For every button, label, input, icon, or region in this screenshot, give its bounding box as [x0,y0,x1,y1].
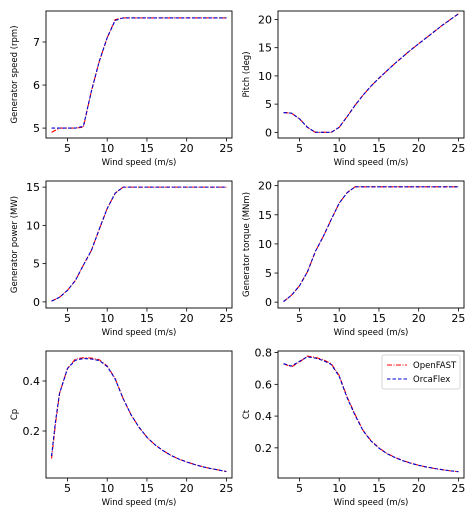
x-tick-label: 20 [180,482,194,495]
y-tick-label: 0.6 [255,378,273,391]
y-tick-label: 15 [258,42,272,55]
x-tick-label: 10 [100,312,114,325]
y-tick-label: 5 [265,98,272,111]
x-tick-label: 5 [296,142,303,155]
y-axis-label: Ct [242,409,252,419]
y-tick-label: 0.8 [255,347,273,360]
y-tick-label: 0 [265,296,272,309]
y-axis-label: Pitch (deg) [242,51,252,97]
y-tick-label: 7 [33,36,40,49]
series-line-orcaflex [283,356,459,473]
x-tick-label: 20 [412,482,426,495]
x-tick-label: 25 [451,142,465,155]
y-tick-label: 0.2 [255,442,273,455]
series-line-openfast [51,17,227,133]
x-tick-label: 10 [100,142,114,155]
x-tick-label: 10 [332,312,346,325]
x-tick-label: 20 [412,312,426,325]
subplot-3: 5 10 15 20 25 0 5 10 15 Wind speed (m/s) Generator… [10,180,233,338]
x-tick-label: 20 [412,142,426,155]
x-tick-label: 25 [219,312,233,325]
legend-entry-orcaflex: OrcaFlex [413,375,450,385]
x-axis-label: Wind speed (m/s) [102,498,177,508]
y-tick-label: 0 [33,296,40,309]
y-axis-label: Generator power (MW) [10,196,20,293]
axes-frame [277,10,465,139]
x-axis-label: Wind speed (m/s) [334,158,409,168]
y-axis-label: Generator speed (rpm) [10,25,20,123]
x-axis-label: Wind speed (m/s) [102,328,177,338]
axes-frame [45,10,233,139]
y-tick-label: 5 [265,267,272,280]
series-line-openfast [51,357,227,473]
x-axis-label: Wind speed (m/s) [102,158,177,168]
series-line-openfast [283,13,459,133]
legend-box [381,354,461,390]
series-line-orcaflex [283,13,459,133]
x-tick-label: 10 [332,482,346,495]
subplot-1: 5 10 15 20 25 5 6 7 Wind speed (m/s) Generator sp… [10,10,233,168]
y-tick-label: 15 [26,181,40,194]
y-axis-label: Generator torque (MNm) [242,192,252,297]
x-tick-label: 20 [180,142,194,155]
axes-frame [277,180,465,309]
y-axis-label: Cp [10,409,20,420]
x-tick-label: 10 [100,482,114,495]
series-line-orcaflex [51,357,227,473]
series-line-orcaflex [283,186,459,303]
x-tick-label: 5 [64,142,71,155]
y-tick-label: 15 [258,209,272,222]
y-tick-label: 5 [33,122,40,135]
x-tick-label: 25 [451,482,465,495]
y-tick-label: 6 [33,79,40,92]
x-tick-label: 25 [219,482,233,495]
x-tick-label: 15 [140,142,154,155]
y-tick-label: 0.4 [255,410,273,423]
x-tick-label: 5 [64,482,71,495]
y-tick-label: 10 [258,238,272,251]
subplot-5: 5 10 15 20 25 0.2 0.4 Wind speed (m/s) Cp [10,350,233,508]
x-tick-label: 20 [180,312,194,325]
series-line-openfast [51,186,227,302]
y-tick-label: 0 [265,126,272,139]
x-tick-label: 25 [219,142,233,155]
x-tick-label: 10 [332,142,346,155]
legend: OpenFAST OrcaFlex [381,354,461,390]
x-tick-label: 25 [451,312,465,325]
series-line-orcaflex [51,186,227,302]
x-tick-label: 15 [372,482,386,495]
series-line-orcaflex [51,17,227,129]
y-tick-label: 10 [258,70,272,83]
y-tick-label: 20 [258,13,272,26]
x-axis-label: Wind speed (m/s) [334,328,409,338]
x-tick-label: 15 [372,142,386,155]
axes-frame [45,180,233,309]
axes-frame [45,350,233,479]
x-tick-label: 15 [140,482,154,495]
y-tick-label: 0.4 [23,375,41,388]
axes-frame [277,350,465,479]
x-axis-label: Wind speed (m/s) [334,498,409,508]
y-tick-label: 10 [26,219,40,232]
y-tick-label: 0.2 [23,425,41,438]
y-tick-label: 20 [258,180,272,193]
x-tick-label: 15 [372,312,386,325]
legend-entry-openfast: OpenFAST [413,361,457,371]
x-tick-label: 5 [64,312,71,325]
series-line-openfast [283,186,459,303]
y-tick-label: 5 [33,258,40,271]
subplot-6: 5 10 15 20 25 0.2 0.4 0.6 0.8 Wind speed (m/s) Ct [242,347,465,508]
x-tick-label: 5 [296,312,303,325]
x-tick-label: 15 [140,312,154,325]
x-tick-label: 5 [296,482,303,495]
